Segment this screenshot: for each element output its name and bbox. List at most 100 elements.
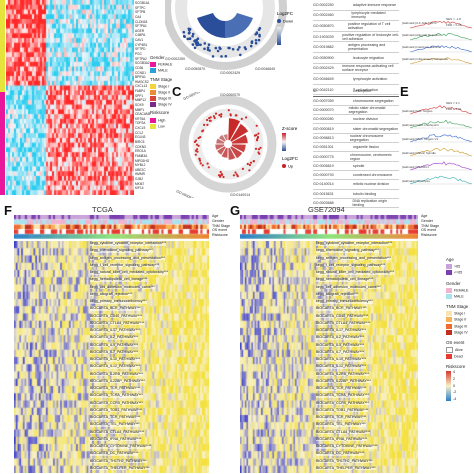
go-desc: organelle fission [353, 145, 379, 150]
circle-c-point [197, 144, 200, 147]
legend-female-g: FEMALE [454, 288, 469, 293]
go-id: GO:0007059 [313, 98, 334, 103]
legend-tnm-2-g: Stage II [454, 317, 467, 322]
go-table-c-row: GO:0007059 chromosome segregation [313, 97, 399, 106]
circle-c-point [235, 173, 238, 176]
pathway-row-label: BIOCARTA_CTLA4_PATHWAY*** [316, 429, 371, 435]
pathway-row-label: BIOCARTA_TCR_PATHWAY*** [316, 415, 367, 420]
legend-swatch-tnm-1 [446, 311, 452, 317]
panel-g-annotation-labels: Age Gender TNM Stage OS event Riskscore [421, 214, 439, 239]
go-table-c-row: GO:0000280 nuclear division [313, 115, 399, 125]
circle-c-tick-3: GO:0000819 [176, 189, 196, 198]
legend-swatch-stage-4 [150, 102, 156, 108]
pathway-row-label: BIOCARTA_IL22BP_PATHWAY*** [90, 378, 145, 384]
go-table-top-row: GO:0050900 leukocyte migration [313, 53, 399, 64]
pathway-row-label: BIOCARTA_TEL_PATHWAY*** [90, 422, 140, 427]
circle-c-point [236, 175, 239, 178]
circle-b-point [254, 39, 258, 42]
circle-b-point [191, 43, 195, 46]
circle-b-point [231, 47, 235, 51]
go-id: GO:0000775 [313, 154, 334, 159]
go-table-c: ID Description GO:0007059 chromosome segre… [313, 86, 399, 209]
go-desc: adaptive immune response [353, 2, 397, 7]
gene-label: SFTPA1 [135, 24, 147, 29]
circle-c-point [232, 174, 235, 177]
annotation-label: Age [421, 214, 428, 218]
gene-label: CCL2 [135, 130, 144, 135]
pathway-row-label: kegg_chemokine_signaling_pathway*** [90, 248, 153, 253]
legend-risk-tick: -2 [453, 390, 457, 395]
circle-c-point [219, 170, 222, 174]
go-id: GO:0015631 [313, 191, 334, 196]
enrichment-curve [409, 20, 473, 29]
circle-b-legend-gradient [277, 27, 281, 45]
go-desc: T cell activation [353, 87, 378, 92]
circle-b-legend-swatch-down [277, 19, 281, 23]
pathway-row-label: BIOCARTA_IL10_PATHWAY*** [316, 357, 367, 362]
circle-b-point [254, 41, 258, 45]
legend-gender-female: FEMALE [158, 62, 173, 67]
circle-plot-c: Z-score Log2FC Up GO:0007059 GO:0000070 … [176, 92, 299, 198]
circle-c-point [209, 119, 212, 122]
panel-a-annotation-bar-2 [0, 92, 5, 195]
legend-tnm-3-g: Stage III [454, 323, 468, 328]
pathway-row-label: BIOCARTA_TCRA_PATHWAY*** [316, 393, 369, 398]
circle-c-point [198, 157, 201, 160]
pathway-row-label: kegg_antigen_processing_and_presentation… [316, 255, 391, 261]
pathway-row-label: kegg_cytokine_cytokine_receptor_interact… [316, 241, 393, 246]
circle-c-point [206, 118, 209, 122]
circle-b-point [236, 48, 240, 51]
pathway-row-label: BIOCARTA_BCR_PATHWAY*** [316, 306, 367, 311]
legend-swatch-tnm-2 [446, 317, 452, 323]
legend-swatch-female [150, 62, 156, 68]
gene-label: SFTPB [135, 10, 146, 15]
go-desc: chromosome, centromeric region [350, 152, 392, 161]
pathway-row-label: BIOCARTA_CTLA4_PATHWAY*** [316, 320, 371, 326]
pathway-row-label: kegg_cell_adhesion_molecules_cams*** [90, 284, 155, 290]
pathway-row-label: BIOCARTA_IL7_PATHWAY*** [90, 349, 139, 355]
gene-label: CEACAM5 [135, 112, 151, 117]
circle-c-point [217, 174, 221, 177]
pathway-row-label: BIOCARTA_TEL_PATHWAY*** [316, 422, 366, 427]
circle-b-point [187, 31, 191, 35]
gene-label: EGLN3 [135, 135, 146, 140]
gene-label: MYBL2 [135, 163, 146, 168]
panel-e-top-label-3: [Hallmark] Interferon Gamma [402, 45, 441, 49]
annotation-label: Gender [421, 218, 433, 223]
gene-label: GJB2 [135, 177, 143, 182]
legend-risk-gradient [446, 371, 451, 402]
circle-c-point [252, 160, 255, 163]
gene-label: BIRC5 [135, 140, 145, 145]
go-id: GO:0019882 [313, 45, 334, 50]
go-table-c-row: GO:0015631 tubulin binding [313, 190, 399, 199]
legend-swatch-stage-3 [150, 96, 156, 101]
circle-c-sector [231, 134, 249, 145]
circle-c-sector [227, 117, 241, 141]
go-id: GO:0098813 [313, 135, 334, 140]
legend-tnm-4-g: Stage IV [454, 330, 468, 334]
pathway-row-label: BIOCARTA_BCR_PATHWAY*** [90, 306, 141, 311]
gene-label: CDKN3 [135, 144, 146, 149]
circle-c-point [195, 143, 199, 146]
circle-c-point [227, 109, 230, 112]
circle-b-inner-ring [175, 0, 275, 58]
panel-e-bottom-plot [409, 105, 473, 185]
pathway-row-label: BIOCARTA_TCR_PATHWAY*** [90, 386, 141, 391]
circle-b-sector-2 [225, 13, 253, 38]
go-id: GO:0051301 [313, 145, 334, 150]
circle-c-point [259, 146, 262, 149]
circle-c-sectors [214, 117, 249, 161]
go-desc: immune response-activating cell surface … [342, 64, 394, 73]
circle-b-point [216, 49, 220, 53]
pathway-row-label: BIOCARTA_IL5_PATHWAY*** [316, 342, 365, 348]
go-table-c-row: GO:0003688 DNA replication origin binding [313, 199, 399, 209]
circle-c-point [201, 164, 204, 167]
go-table-c-row: GO:0140014 mitotic nuclear division [313, 180, 399, 190]
panel-e-stat-3: NES = 2.1 [446, 101, 460, 105]
go-id: GO:0050900 [313, 55, 334, 60]
panel-a-gene-labels: SCGB1A1 SFTPC SFTPB CA4 CLDN18 SFTPA1 AGER C4BP… [135, 1, 157, 192]
gene-label: BPIFA1 [135, 75, 146, 80]
circle-c-tick-4: GO:0140014 [230, 193, 250, 197]
pathway-row-label: BIOCARTA_DC_PATHWAY*** [90, 451, 139, 456]
legend-risk-title: Riskscore [446, 364, 466, 370]
